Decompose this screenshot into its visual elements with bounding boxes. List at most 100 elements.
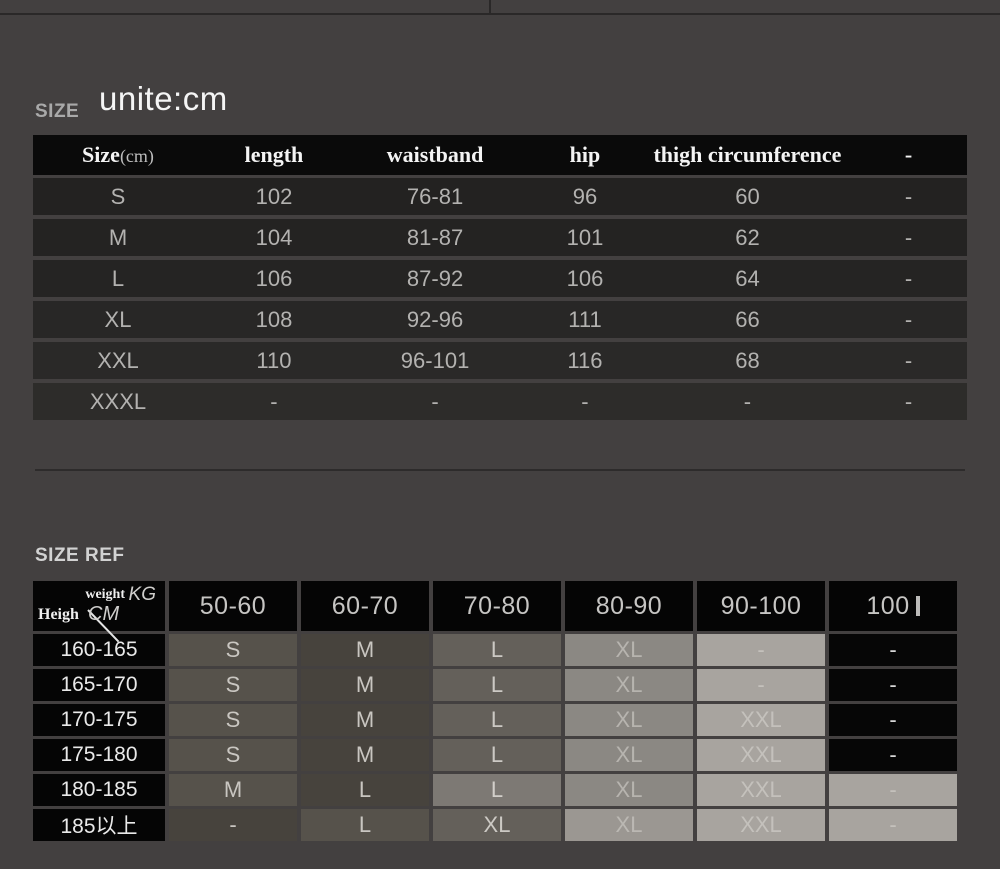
header-cell-hip: hip	[569, 142, 601, 167]
matrix-cell: XL	[433, 809, 561, 841]
matrix-cell: -	[697, 669, 825, 701]
matrix-cell: XXL	[697, 704, 825, 736]
size-ref-table: weight KG Heigh CM 50-60 60-70 70-80 80-…	[33, 581, 957, 841]
table-cell: 96-101	[400, 347, 470, 373]
weight-header-60-70: 60-70	[301, 581, 429, 631]
table-cell: XXL	[97, 347, 139, 373]
size-ref-section-title: SIZE REF	[35, 545, 125, 566]
table-cell: S	[110, 183, 126, 209]
table-row-xl: XL 108 92-96 111 66 -	[33, 301, 967, 338]
table-cell: -	[904, 265, 913, 291]
matrix-cell: XXL	[697, 809, 825, 841]
height-label: 170-175	[33, 704, 165, 736]
matrix-cell: XL	[565, 634, 693, 666]
table-row-xxxl: XXXL - - - - -	[33, 383, 967, 420]
header-cell-waistband: waistband	[386, 142, 484, 167]
matrix-cell: XL	[565, 669, 693, 701]
matrix-cell: L	[301, 809, 429, 841]
table-cell: 60	[735, 183, 760, 209]
corner-height-label: Heigh	[38, 606, 79, 623]
table-cell: M	[108, 224, 128, 250]
weight-header-70-80: 70-80	[433, 581, 561, 631]
matrix-cell: L	[433, 739, 561, 771]
table-row-s: S 102 76-81 96 60 -	[33, 178, 967, 215]
matrix-cell: L	[433, 704, 561, 736]
table-cell: 62	[735, 224, 760, 250]
weight-header-90-100: 90-100	[697, 581, 825, 631]
size-section-title: SIZE	[35, 101, 80, 122]
table-cell: -	[904, 183, 913, 209]
matrix-cell: XXL	[697, 739, 825, 771]
table-row-m: M 104 81-87 101 62 -	[33, 219, 967, 256]
matrix-cell: XL	[565, 704, 693, 736]
matrix-cell: XXL	[697, 774, 825, 806]
table-cell: 110	[256, 347, 292, 373]
matrix-cell: -	[829, 634, 957, 666]
matrix-cell: L	[433, 634, 561, 666]
header-size-unit: (cm)	[119, 146, 154, 166]
table-row-xxl: XXL 110 96-101 116 68 -	[33, 342, 967, 379]
measurement-table: Size(cm) length waistband hip thigh circ…	[33, 135, 967, 420]
corner-header-cell: weight KG Heigh CM	[33, 581, 165, 643]
table-cell: 116	[567, 347, 603, 373]
matrix-cell: -	[829, 669, 957, 701]
table-cell: 111	[568, 306, 602, 332]
matrix-cell: XL	[565, 809, 693, 841]
unit-label: unite:cm	[99, 80, 228, 117]
clipped-glyph	[915, 596, 920, 616]
matrix-cell: -	[697, 634, 825, 666]
matrix-cell: L	[433, 669, 561, 701]
header-cell-extra: -	[904, 142, 913, 167]
corner-weight-label: weight	[85, 587, 125, 602]
matrix-cell: -	[169, 809, 297, 841]
header-cell-size: Size(cm)	[33, 142, 203, 168]
table-cell: 66	[735, 306, 760, 332]
matrix-cell: -	[829, 774, 957, 806]
matrix-cell: M	[301, 704, 429, 736]
matrix-cell: XL	[565, 739, 693, 771]
table-cell: 92-96	[406, 306, 464, 332]
corner-height-unit: CM	[88, 603, 120, 625]
table-row-l: L 106 87-92 106 64 -	[33, 260, 967, 297]
weight-header-100-plus: 100	[829, 581, 957, 631]
table-cell: 76-81	[406, 183, 464, 209]
table-cell: -	[431, 388, 439, 414]
table-cell: -	[581, 388, 589, 414]
table-cell: 104	[255, 224, 293, 250]
matrix-cell: -	[829, 809, 957, 841]
matrix-cell: M	[301, 669, 429, 701]
table-cell: 81-87	[406, 224, 464, 250]
matrix-cell: XL	[565, 774, 693, 806]
table-cell: -	[904, 388, 913, 414]
header-cell-length: length	[244, 142, 304, 167]
weight-header-50-60: 50-60	[169, 581, 297, 631]
matrix-cell: -	[829, 704, 957, 736]
header-cell-thigh: thigh circumference	[653, 142, 842, 167]
table-cell: 68	[735, 347, 760, 373]
measurement-table-header-row: Size(cm) length waistband hip thigh circ…	[33, 135, 967, 175]
table-cell: 102	[255, 183, 293, 209]
table-cell: 87-92	[406, 265, 464, 291]
matrix-cell: M	[301, 739, 429, 771]
table-cell: 96	[572, 183, 598, 209]
corner-weight-unit: KG	[128, 584, 156, 605]
matrix-cell: L	[301, 774, 429, 806]
table-cell: -	[743, 388, 752, 414]
height-label: 180-185	[33, 774, 165, 806]
matrix-cell: -	[829, 739, 957, 771]
section-divider-line	[35, 469, 965, 471]
table-cell: XL	[104, 306, 132, 332]
top-tick-mark	[489, 0, 491, 13]
table-cell: 108	[255, 306, 293, 332]
weight-header-80-90: 80-90	[565, 581, 693, 631]
table-cell: XXXL	[89, 388, 147, 414]
matrix-cell: S	[169, 739, 297, 771]
height-label: 160-165	[33, 634, 165, 666]
matrix-cell: S	[169, 634, 297, 666]
table-cell: -	[904, 306, 913, 332]
matrix-cell: S	[169, 704, 297, 736]
header-size-main: Size	[82, 142, 120, 167]
height-label: 185以上	[33, 809, 165, 841]
table-cell: -	[904, 224, 913, 250]
top-divider-line	[0, 13, 1000, 15]
